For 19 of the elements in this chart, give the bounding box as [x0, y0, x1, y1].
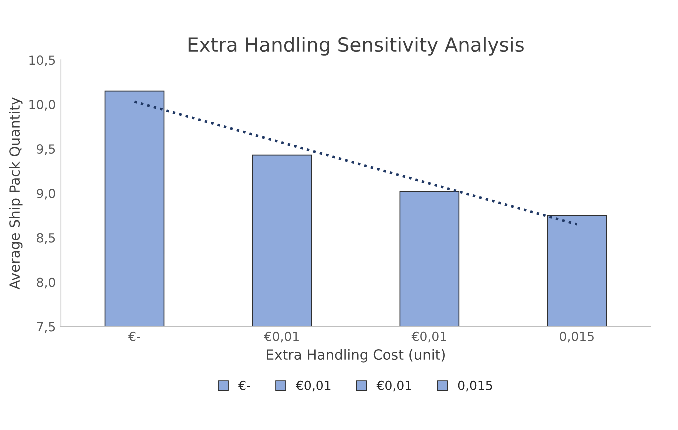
x-tick-label: €0,01: [264, 332, 299, 343]
legend-label: €0,01: [296, 380, 331, 392]
x-axis-title: Extra Handling Cost (unit): [267, 349, 445, 363]
x-tick-label: €0,01: [412, 332, 446, 343]
y-tick-label: 9,5: [37, 144, 56, 156]
y-tick-label: 7,5: [37, 322, 56, 333]
x-tick-label: 0,015: [560, 332, 594, 343]
y-axis-title: Average Ship Pack Quantity: [9, 98, 23, 290]
y-tick-label: 9,0: [37, 188, 56, 200]
y-tick-label: 8,5: [37, 233, 56, 244]
legend-label: €-: [238, 380, 250, 390]
y-tick-label: 8,0: [37, 278, 56, 289]
y-tick-label: 10,0: [30, 100, 56, 111]
chart-title: Extra Handling Sensitivity Analysis: [188, 37, 524, 56]
legend-label: €0,01: [376, 380, 412, 392]
line-series: [134, 100, 578, 226]
legend-label: 0,015: [458, 380, 492, 392]
y-tick-label: 10,5: [30, 56, 56, 66]
x-tick-label: €-: [128, 332, 140, 342]
